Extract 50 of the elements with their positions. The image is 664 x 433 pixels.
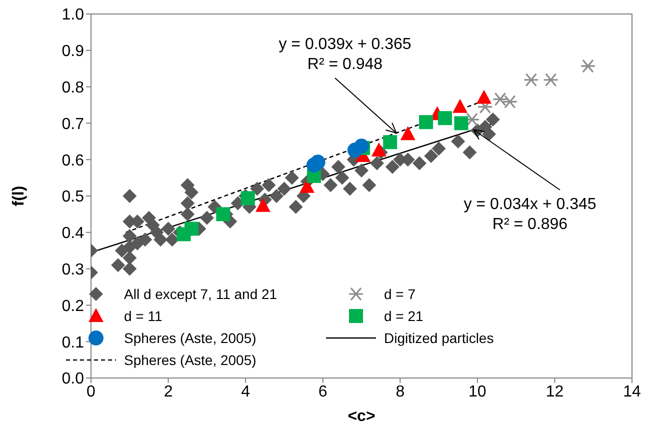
legend-label: d = 7 [384, 286, 416, 302]
point [371, 142, 386, 156]
x-axis-title: <c> [348, 408, 376, 425]
y-tick-label: 0.2 [62, 298, 84, 315]
x-tick-label: 14 [623, 383, 641, 400]
y-tick-label: 0.1 [62, 334, 84, 352]
x-tick-label: 10 [468, 383, 486, 400]
legend-label: Spheres (Aste, 2005) [124, 330, 256, 346]
point [580, 59, 596, 73]
x-tick-label: 6 [318, 383, 328, 400]
y-tick-label: 0.5 [62, 188, 84, 206]
y-tick-label: 0.6 [62, 152, 84, 170]
legend-label: All d except 7, 11 and 21 [124, 286, 278, 302]
point [216, 207, 230, 222]
point [310, 154, 326, 170]
point [419, 115, 434, 130]
point [523, 73, 539, 87]
y-tick-label: 0.0 [62, 370, 84, 388]
legend-label: Digitized particles [384, 330, 494, 346]
point [184, 222, 198, 236]
y-tick-label: 0.3 [62, 261, 84, 278]
x-tick-label: 0 [86, 383, 96, 400]
point [438, 111, 452, 126]
legend-label: d = 11 [124, 308, 162, 324]
y-tick-label: 1.0 [62, 6, 84, 24]
point [300, 178, 315, 193]
annotation: y = 0.039x + 0.365 [278, 36, 412, 53]
x-tick-label: 4 [241, 383, 250, 400]
point [240, 191, 255, 206]
y-axis-title: f(l) [10, 186, 28, 206]
legend-label: Spheres (Aste, 2005) [124, 352, 256, 368]
y-tick-label: 0.7 [62, 116, 84, 133]
point [383, 135, 398, 150]
x-tick-label: 12 [546, 383, 564, 400]
point [502, 94, 518, 109]
x-tick-label: 8 [396, 383, 405, 400]
y-tick-label: 0.4 [62, 225, 84, 242]
point [543, 73, 559, 87]
annotation: y = 0.034x + 0.345 [464, 196, 596, 213]
point [476, 90, 492, 104]
point [255, 198, 270, 212]
annotation: R² = 0.896 [492, 216, 568, 233]
point [454, 116, 468, 130]
annotation: R² = 0.948 [307, 56, 383, 73]
y-tick-label: 0.9 [62, 43, 84, 60]
legend-label: d = 21 [384, 308, 424, 324]
point [452, 98, 468, 113]
x-tick-label: 2 [164, 383, 173, 400]
point [400, 126, 416, 140]
y-tick-label: 0.8 [62, 79, 84, 96]
